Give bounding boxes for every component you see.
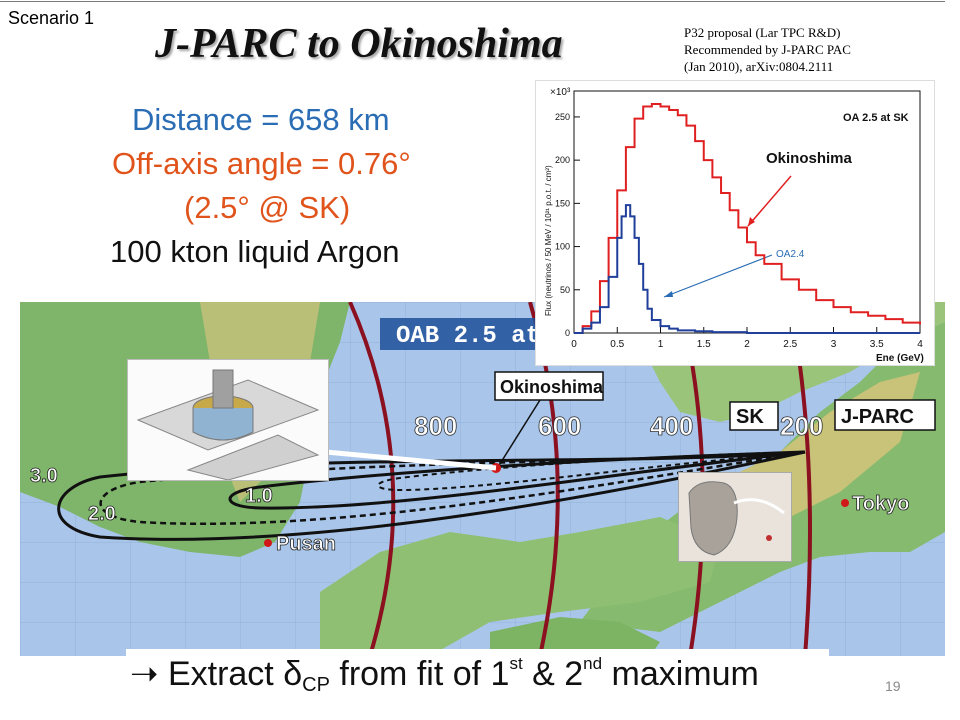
okinoshima-arrow bbox=[747, 175, 792, 227]
contour-label-2.0: 2.0 bbox=[88, 503, 116, 525]
tokyo-marker bbox=[841, 499, 849, 507]
photo-marker bbox=[766, 535, 772, 541]
series-line-oa24 bbox=[574, 204, 920, 334]
annotation-okinoshima: Okinoshima bbox=[766, 150, 853, 167]
y-multiplier: ×10³ bbox=[550, 87, 571, 98]
okinoshima-map-label: Okinoshima bbox=[500, 377, 604, 397]
tunnel-lower bbox=[186, 434, 320, 481]
contour-inner bbox=[377, 451, 806, 492]
scenario-label: Scenario 1 bbox=[8, 8, 95, 28]
y-axis-label: Flux (neutrinos / 50 MeV / 10²¹ p.o.t. /… bbox=[544, 165, 553, 316]
oa24-arrow bbox=[663, 254, 773, 298]
argon-tank-body bbox=[192, 408, 254, 441]
arrow-icon: ➝ bbox=[130, 655, 159, 693]
island-rock bbox=[688, 481, 738, 556]
x-tick-label: 1.5 bbox=[697, 339, 711, 350]
nd-superscript: nd bbox=[583, 654, 603, 673]
distance-label-200: 200 bbox=[780, 411, 823, 441]
slide-title: J-PARC to Okinoshima bbox=[155, 21, 563, 67]
kyushu-landmass bbox=[320, 517, 720, 656]
contour-3.0 bbox=[57, 450, 806, 541]
island-wave bbox=[733, 498, 785, 515]
contour-1.0 bbox=[228, 450, 806, 510]
sk-angle-stat: (2.5° @ SK) bbox=[184, 190, 351, 225]
x-axis-label: Ene (GeV) bbox=[876, 353, 924, 364]
y-tick-label: 250 bbox=[555, 112, 570, 122]
sk-label-bg bbox=[729, 401, 779, 431]
reference-note: P32 proposal (Lar TPC R&D) Recommended b… bbox=[684, 24, 851, 75]
reference-line: P32 proposal (Lar TPC R&D) bbox=[684, 25, 841, 40]
contour-label-1.0: 1.0 bbox=[245, 485, 273, 507]
sk-map-label: SK bbox=[736, 406, 764, 428]
bottom-banner bbox=[126, 649, 829, 711]
distance-label-600: 600 bbox=[538, 411, 581, 441]
experiment-stats: Distance = 658 km Off-axis angle = 0.76°… bbox=[110, 98, 411, 274]
conclusion-line: ➝ Extract δCP from fit of 1st & 2nd maxi… bbox=[130, 654, 759, 697]
top-rule bbox=[0, 1, 945, 2]
okinoshima-pointer bbox=[497, 399, 541, 468]
y-tick-label: 0 bbox=[565, 328, 570, 338]
x-tick-label: 2.5 bbox=[783, 339, 797, 350]
contour-2.0 bbox=[99, 450, 806, 525]
contour-label-3.0: 3.0 bbox=[30, 465, 58, 487]
pusan-marker bbox=[264, 539, 272, 547]
x-tick-label: 0 bbox=[571, 339, 577, 350]
conclusion-text-1: Extract δ bbox=[167, 655, 303, 693]
x-tick-label: 0.5 bbox=[610, 339, 624, 350]
cp-subscript: CP bbox=[302, 674, 330, 696]
site-photo-inset bbox=[678, 472, 792, 562]
jparc-map-label: J-PARC bbox=[841, 406, 914, 428]
conclusion-text-2: from fit of 1 bbox=[329, 655, 510, 693]
jparc-label-bg bbox=[834, 399, 936, 431]
flux-chart: 250 200 150 100 50 0 4 3.5 3 2.5 2 1.5 1 0.5 0 ×10³ Fl… bbox=[535, 80, 935, 366]
x-tick-label: 2 bbox=[744, 339, 750, 350]
y-tick-label: 100 bbox=[555, 242, 570, 252]
series-line-okinoshima bbox=[574, 102, 921, 334]
okinoshima-label-bg bbox=[494, 371, 604, 401]
page-number: 19 bbox=[885, 678, 901, 694]
x-tick-label: 4 bbox=[917, 339, 923, 350]
distance-label-800: 800 bbox=[414, 411, 457, 441]
detector-schematic-inset bbox=[127, 359, 329, 481]
pusan-map-label: Pusan bbox=[276, 533, 336, 555]
tokyo-map-label: Tokyo bbox=[852, 493, 909, 515]
x-tick-label: 3 bbox=[831, 339, 837, 350]
distance-stat: Distance = 658 km bbox=[132, 102, 390, 137]
conclusion-text-3: & 2 bbox=[522, 655, 584, 693]
detector-mass-stat: 100 kton liquid Argon bbox=[110, 234, 400, 269]
oab-banner: OAB 2.5 at bbox=[396, 323, 540, 350]
y-tick-label: 50 bbox=[560, 285, 570, 295]
y-tick-label: 200 bbox=[555, 155, 570, 165]
access-shaft bbox=[212, 369, 234, 409]
x-tick-label: 3.5 bbox=[870, 339, 884, 350]
x-tick-label: 1 bbox=[658, 339, 664, 350]
detector-inset-pointer bbox=[325, 449, 497, 471]
okinoshima-arrow-head bbox=[748, 217, 755, 226]
conclusion-text-4: maximum bbox=[602, 655, 759, 693]
reference-line: (Jan 2010), arXiv:0804.2111 bbox=[684, 59, 834, 74]
oab-banner-bg bbox=[380, 318, 550, 350]
annotation-oa24: OA2.4 bbox=[776, 249, 805, 260]
annotation-oa25-sk: OA 2.5 at SK bbox=[843, 112, 909, 124]
st-superscript: st bbox=[509, 654, 523, 673]
shikoku-landmass bbox=[490, 617, 660, 656]
y-tick-label: 150 bbox=[555, 198, 570, 208]
reference-line: Recommended by J-PARC PAC bbox=[684, 42, 851, 57]
oa24-arrow-head bbox=[664, 291, 673, 297]
off-axis-angle-stat: Off-axis angle = 0.76° bbox=[112, 146, 411, 181]
distance-label-400: 400 bbox=[650, 411, 693, 441]
